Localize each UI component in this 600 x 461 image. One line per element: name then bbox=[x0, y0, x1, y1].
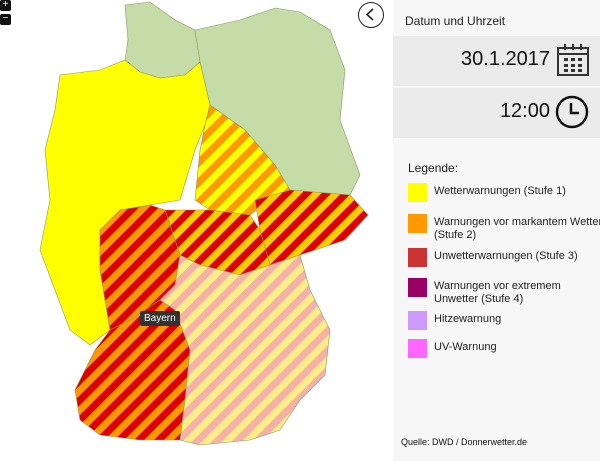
zoom-out-button[interactable]: − bbox=[0, 14, 11, 25]
legend-item: Warnungen vor markantem Wetter (Stufe 2) bbox=[408, 214, 600, 242]
date-value: 30.1.2017 bbox=[461, 48, 550, 70]
legend-swatch bbox=[408, 278, 427, 297]
date-picker[interactable]: 30.1.2017 bbox=[393, 36, 600, 86]
legend-item: UV-Warnung bbox=[408, 339, 600, 358]
legend-swatch bbox=[408, 183, 427, 202]
legend-item: Warnungen vor extremem Unwetter (Stufe 4… bbox=[408, 278, 600, 306]
calendar-icon[interactable] bbox=[556, 43, 590, 77]
legend-label: UV-Warnung bbox=[434, 341, 497, 353]
clock-icon[interactable] bbox=[554, 94, 590, 130]
legend-title: Legende: bbox=[408, 161, 459, 175]
legend-item: Hitzewarnung bbox=[408, 311, 600, 330]
legend-label: Unwetterwarnungen (Stufe 3) bbox=[434, 250, 578, 262]
chevron-left-icon bbox=[365, 8, 374, 21]
legend-label: Warnungen vor markantem Wetter (Stufe 2) bbox=[434, 216, 600, 241]
legend-item: Wetterwarnungen (Stufe 1) bbox=[408, 183, 600, 202]
panel-title: Datum und Uhrzeit bbox=[405, 14, 506, 28]
collapse-panel-button[interactable] bbox=[358, 2, 384, 28]
region-schleswig-holstein[interactable] bbox=[124, 1, 201, 79]
side-panel: Datum und Uhrzeit 30.1.2017 12:00 Legend… bbox=[393, 0, 600, 461]
legend-swatch bbox=[408, 311, 427, 330]
zoom-in-button[interactable]: + bbox=[0, 0, 11, 11]
region-bayern[interactable] bbox=[159, 254, 331, 446]
warning-map[interactable] bbox=[0, 0, 390, 461]
legend-item: Unwetterwarnungen (Stufe 3) bbox=[408, 248, 600, 267]
time-picker[interactable]: 12:00 bbox=[393, 88, 600, 138]
legend-swatch bbox=[408, 339, 427, 358]
legend-swatch bbox=[408, 248, 427, 267]
region-sachsen[interactable] bbox=[254, 189, 369, 266]
legend-label: Wetterwarnungen (Stufe 1) bbox=[434, 185, 566, 197]
legend-swatch bbox=[408, 214, 427, 233]
legend-label: Warnungen vor extremem Unwetter (Stufe 4… bbox=[434, 280, 561, 305]
region-tooltip: Bayern bbox=[140, 311, 180, 326]
time-value: 12:00 bbox=[499, 100, 550, 122]
legend-label: Hitzewarnung bbox=[434, 313, 502, 325]
source-credit: Quelle: DWD / Donnerwetter.de bbox=[401, 437, 528, 447]
